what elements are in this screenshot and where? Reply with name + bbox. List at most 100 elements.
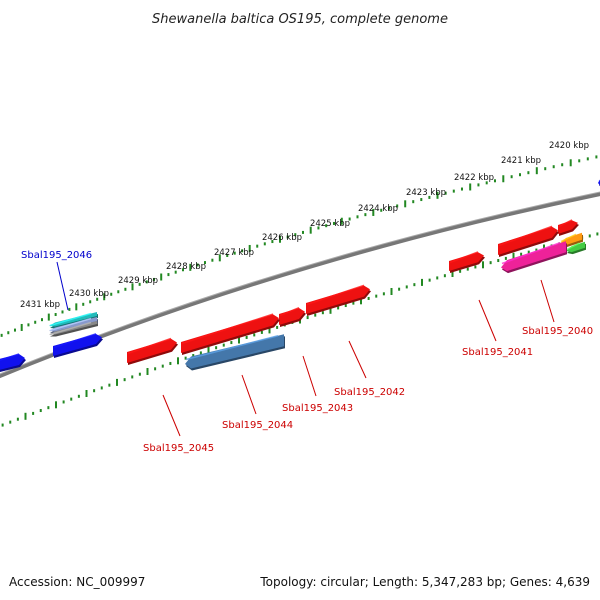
gene-highlight xyxy=(498,225,553,247)
gene-blue xyxy=(0,353,26,372)
tick-label: 2421 kbp xyxy=(501,156,541,166)
gene-body xyxy=(306,285,370,314)
major-tick xyxy=(436,191,439,199)
major-tick xyxy=(535,167,538,175)
tick-label: 2422 kbp xyxy=(454,173,494,183)
gene-red xyxy=(449,251,485,273)
major-tick xyxy=(329,306,332,314)
gene-red xyxy=(306,284,371,316)
minor-tick xyxy=(138,282,141,286)
major-tick xyxy=(502,175,505,183)
major-tick xyxy=(116,378,118,386)
major-tick xyxy=(131,283,134,291)
major-tick xyxy=(360,297,362,305)
minor-tick xyxy=(460,187,463,191)
minor-tick xyxy=(337,306,340,310)
minor-tick xyxy=(477,183,480,187)
gene-red xyxy=(181,313,280,355)
minor-tick xyxy=(40,318,43,322)
minor-tick xyxy=(161,364,164,368)
minor-tick xyxy=(493,179,496,183)
minor-tick xyxy=(535,248,538,252)
gene-gray xyxy=(49,321,98,337)
tick-label: 2425 kbp xyxy=(310,219,350,229)
topology-text: Topology: circular; Length: 5,347,283 bp… xyxy=(259,575,590,589)
gene-highlight xyxy=(306,284,365,306)
minor-tick xyxy=(1,423,4,427)
gene-green xyxy=(566,241,586,255)
minor-tick xyxy=(497,259,500,263)
major-tick xyxy=(24,412,27,420)
minor-tick xyxy=(215,346,218,350)
gene-highlight xyxy=(560,233,577,243)
major-tick xyxy=(207,346,210,354)
minor-tick xyxy=(552,165,555,169)
gene-body xyxy=(449,252,484,271)
minor-tick xyxy=(596,232,599,236)
minor-tick xyxy=(527,171,530,175)
minor-tick xyxy=(527,250,530,254)
minor-tick xyxy=(364,213,367,217)
minor-tick xyxy=(108,383,111,387)
gene-highlight xyxy=(53,333,97,349)
gene-cyan xyxy=(49,312,98,329)
minor-tick xyxy=(199,351,202,355)
gene-leader-line xyxy=(241,374,257,415)
minor-tick xyxy=(204,261,206,265)
minor-tick xyxy=(428,195,431,199)
map-title: Shewanella baltica OS195, complete genom… xyxy=(152,12,448,27)
major-tick xyxy=(469,183,472,191)
minor-tick xyxy=(444,191,447,195)
minor-tick xyxy=(474,265,477,269)
minor-tick xyxy=(110,292,113,296)
minor-tick xyxy=(181,268,184,272)
major-tick xyxy=(372,208,375,216)
minor-tick xyxy=(138,372,141,376)
gene-highlight xyxy=(49,312,92,327)
minor-tick xyxy=(321,311,324,315)
minor-tick xyxy=(263,242,266,246)
major-tick xyxy=(268,326,271,334)
gene-body xyxy=(566,241,585,253)
minor-tick xyxy=(7,331,10,335)
minor-tick xyxy=(466,267,469,271)
gene-highlight xyxy=(449,251,479,264)
gene-label: Sbal195_2046 xyxy=(21,250,92,261)
minor-tick xyxy=(16,417,19,421)
minor-tick xyxy=(131,375,134,379)
minor-tick xyxy=(70,397,73,401)
minor-tick xyxy=(100,386,103,390)
gene-leader-line xyxy=(348,340,367,379)
major-tick xyxy=(340,217,343,225)
gene-body xyxy=(181,314,279,353)
major-tick xyxy=(421,278,423,286)
minor-tick xyxy=(489,261,492,265)
minor-tick xyxy=(367,296,370,300)
gene-label: Sbal195_2043 xyxy=(282,403,353,414)
gene-body xyxy=(279,308,305,325)
gene-blue xyxy=(53,333,103,358)
tick-label: 2431 kbp xyxy=(20,300,60,310)
gene-steelblue xyxy=(185,334,285,371)
minor-tick xyxy=(412,200,415,204)
gene-red xyxy=(279,307,306,327)
minor-tick xyxy=(348,217,351,221)
minor-tick xyxy=(34,320,37,324)
gene-body xyxy=(53,333,102,356)
minor-tick xyxy=(241,249,244,253)
outer-tick-track xyxy=(0,155,598,337)
minor-tick xyxy=(380,208,383,212)
minor-tick xyxy=(82,302,85,306)
tick-label: 2427 kbp xyxy=(214,248,254,258)
tick-label: 2423 kbp xyxy=(406,188,446,198)
minor-tick xyxy=(62,400,65,404)
gene-leader-line xyxy=(540,279,555,323)
minor-tick xyxy=(510,175,513,179)
gene-red xyxy=(127,337,178,365)
gene-highlight xyxy=(185,335,279,361)
gene-label: Sbal195_2040 xyxy=(522,326,593,337)
gene-highlight xyxy=(566,242,580,251)
gene-highlight xyxy=(0,353,20,361)
